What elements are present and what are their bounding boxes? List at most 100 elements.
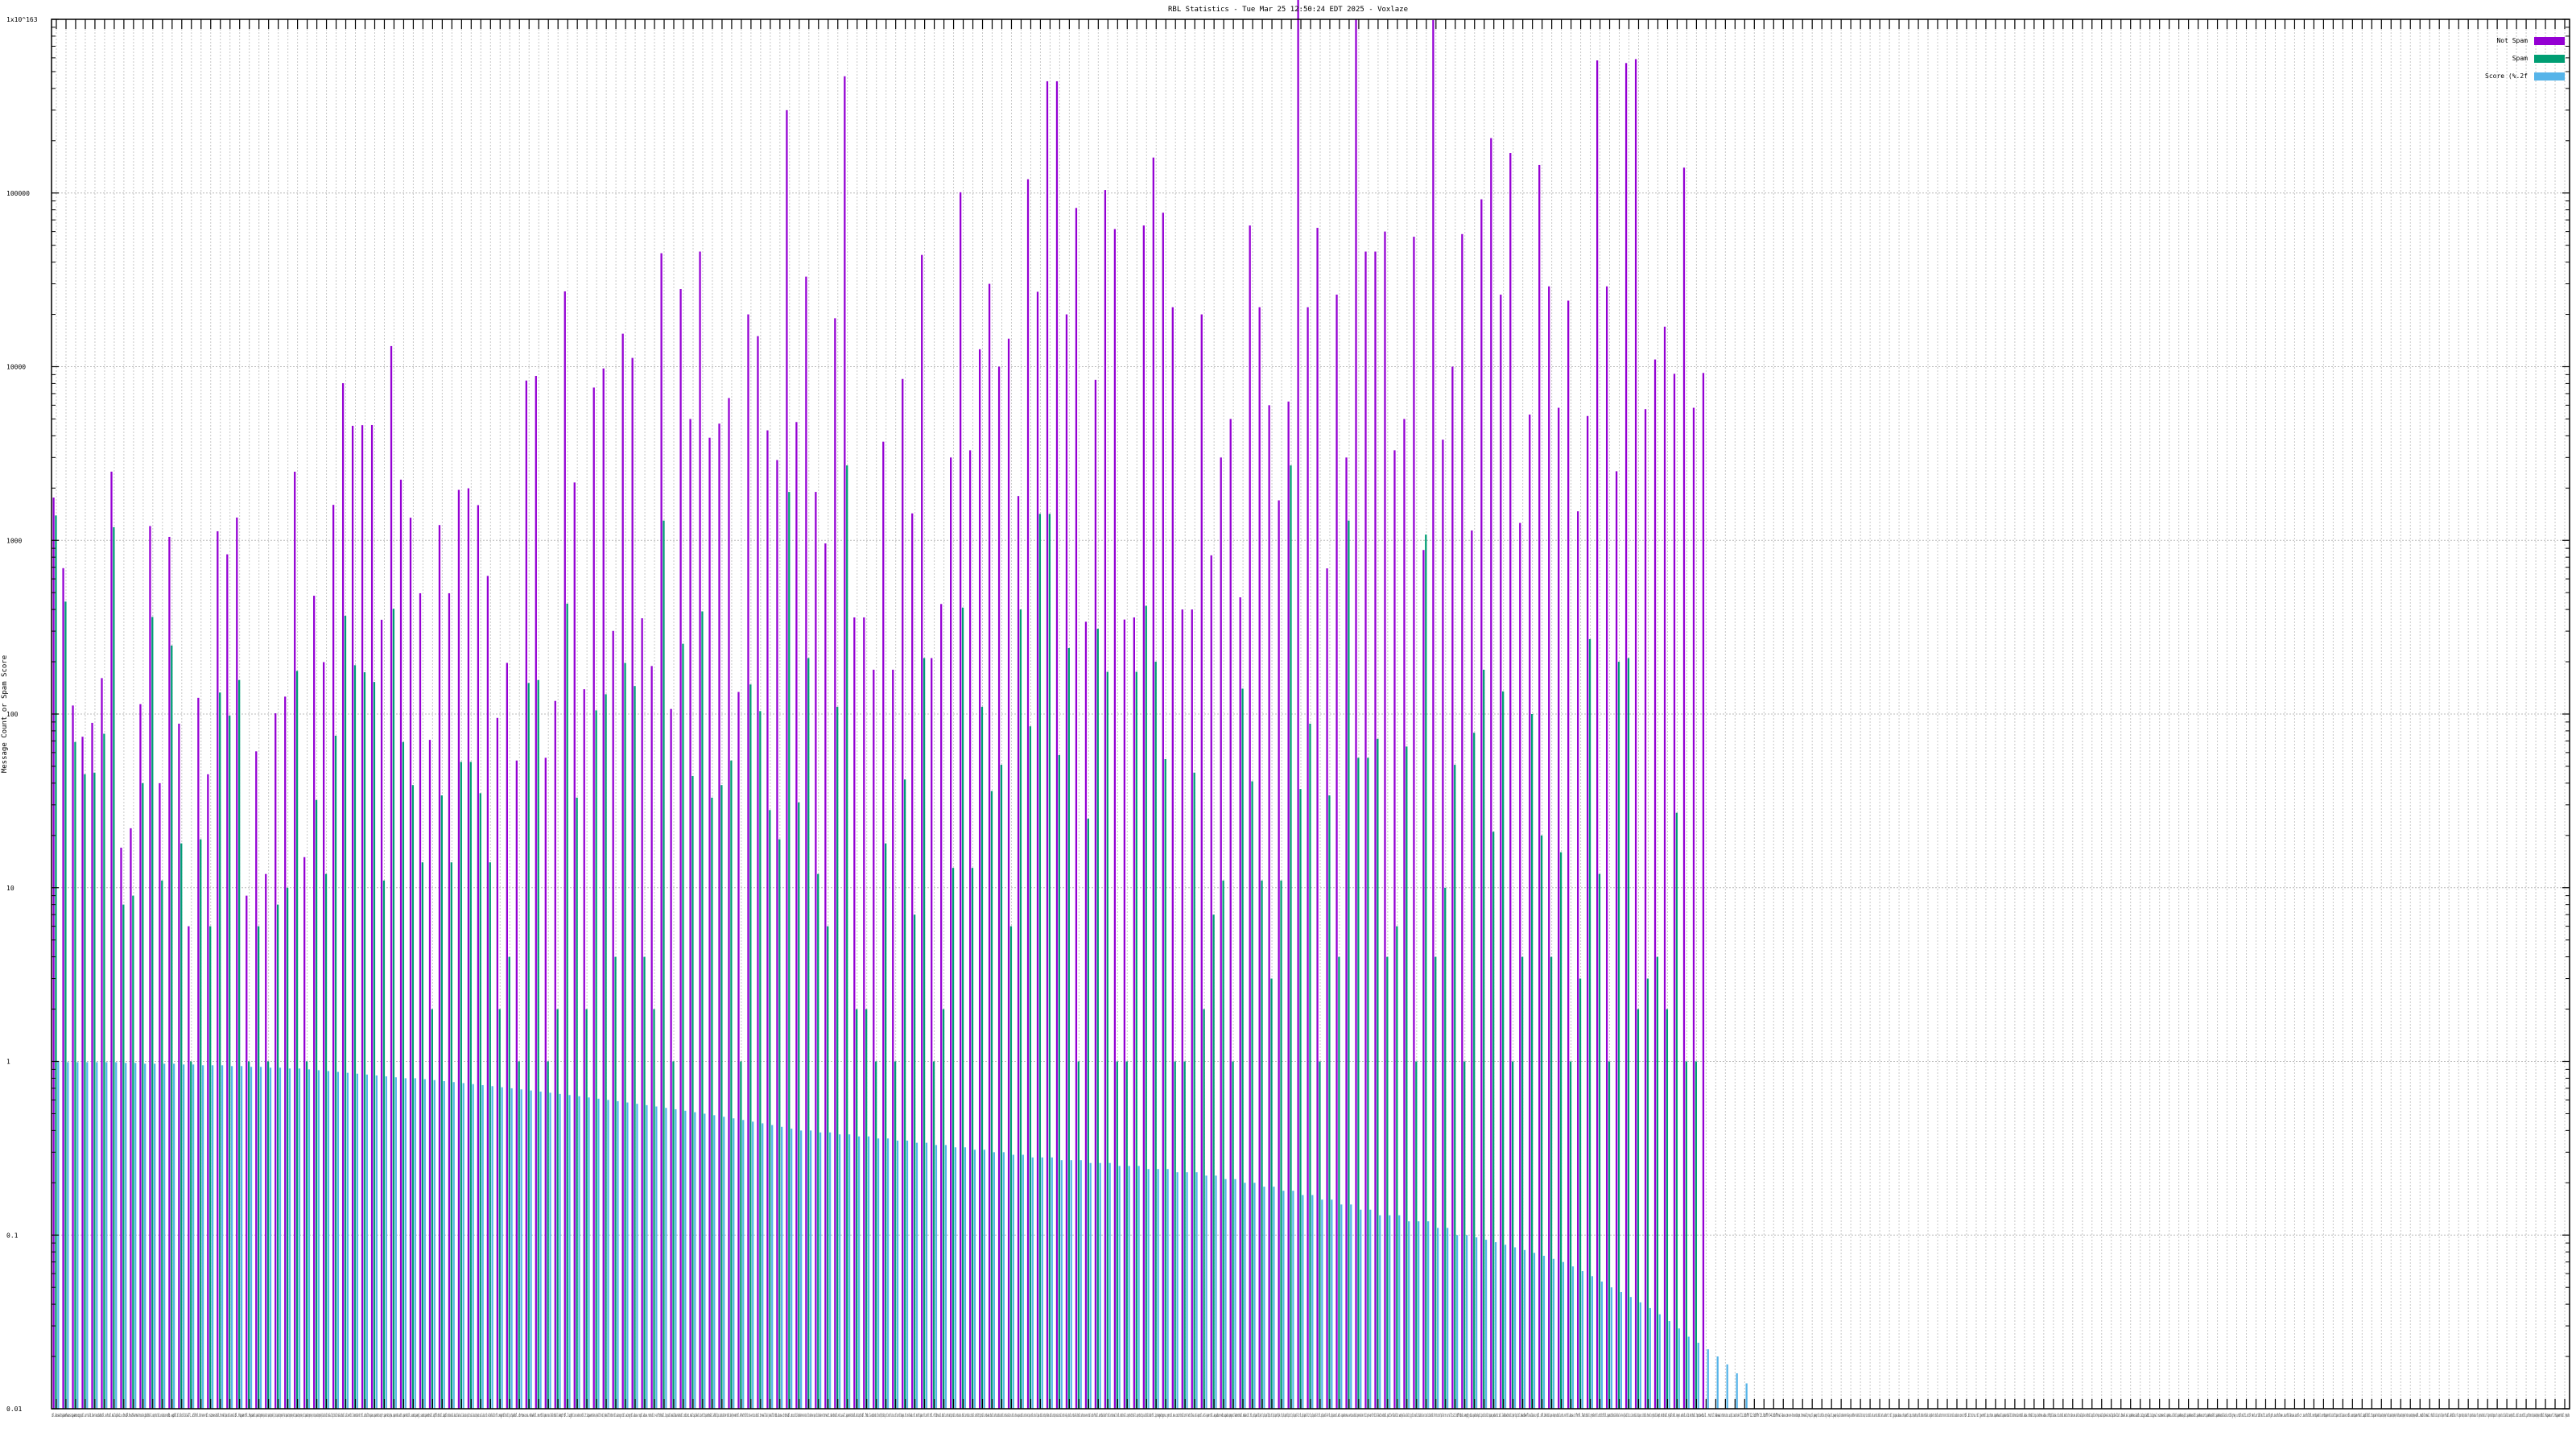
x-tick-label: db.wpbl [167, 1413, 177, 1418]
bar-not-spam [631, 357, 634, 1410]
bar-score-2f [1331, 1199, 1333, 1409]
x-tick-label: bl.score.senderscore [572, 1413, 582, 1418]
x-tick-label: torexit.dan [824, 1413, 833, 1418]
bar-spam [344, 615, 347, 1409]
bar-spam [1203, 1009, 1205, 1409]
bar-spam [161, 880, 163, 1409]
x-tick-label: cr.surbl [2300, 1413, 2310, 1418]
bar-score-2f [510, 1088, 513, 1409]
bar-not-spam [1094, 379, 1097, 1410]
bar-not-spam [303, 857, 306, 1409]
bar-not-spam [1384, 231, 1386, 1409]
x-tick-label: swl.spamhaus [2126, 1413, 2136, 1418]
bar-score-2f [1533, 1253, 1536, 1409]
bar-not-spam [1682, 167, 1686, 1409]
x-tick-label: url.0spam [2550, 1413, 2560, 1418]
bar-spam [305, 1061, 308, 1409]
bar-not-spam [467, 488, 470, 1410]
bar-score-2f [240, 1066, 243, 1409]
bar-score-2f [1418, 1221, 1420, 1409]
bar-score-2f [327, 1071, 330, 1409]
x-tick-label: dnsbl.spfbl [428, 1413, 438, 1418]
bar-spam [402, 741, 405, 1409]
bar-not-spam [332, 505, 335, 1409]
bar-not-spam [1624, 63, 1628, 1410]
bar-not-spam [1577, 511, 1579, 1409]
bar-spam [421, 862, 424, 1409]
bar-spam [392, 609, 395, 1409]
bar-not-spam [679, 289, 682, 1410]
bar-score-2f [182, 1064, 185, 1409]
bar-spam [1164, 759, 1166, 1409]
bar-spam [238, 679, 241, 1409]
y-tick-label: 1 [6, 1059, 10, 1066]
bar-spam [1608, 1061, 1611, 1409]
bar-not-spam [1519, 522, 1521, 1410]
bar-spam [171, 645, 173, 1409]
x-tick-label: bl.konstant [351, 1413, 361, 1418]
bar-not-spam [139, 704, 142, 1409]
bar-spam [334, 735, 337, 1409]
x-tick-label: dul.ru [1701, 1413, 1711, 1418]
bar-spam [961, 607, 964, 1409]
bar-not-spam [573, 482, 576, 1409]
x-tick-label: black.mail.abusix [456, 1413, 466, 1418]
bar-spam [691, 775, 694, 1409]
x-tick-label: pbl.abuse.ro [640, 1413, 650, 1418]
bar-score-2f [1697, 1342, 1699, 1409]
bar-spam [1695, 1061, 1697, 1409]
bar-not-spam [535, 376, 537, 1409]
bar-spam [113, 526, 115, 1410]
bar-score-2f [1166, 1169, 1169, 1409]
x-tick-label: z.mailspike [688, 1413, 698, 1418]
bar-not-spam [110, 471, 113, 1409]
bar-score-2f [568, 1095, 571, 1409]
x-tick-label: ix.dnsbl [119, 1413, 129, 1418]
x-tick-label: bl-h3.rbl.polspam [1315, 1413, 1325, 1418]
x-tick-label: psbl-mirror.surriel [1441, 1413, 1451, 1418]
bar-score-2f [944, 1145, 947, 1409]
x-tick-label: uribl.abuse.ro [2338, 1413, 2347, 1418]
bar-score-2f [404, 1078, 407, 1409]
x-tick-label: iadb2.isipp [2145, 1413, 2155, 1418]
x-tick-label: bl.0spam [235, 1413, 245, 1418]
bar-score-2f [1224, 1179, 1227, 1409]
bar-spam [1435, 956, 1437, 1409]
x-tick-label: dnsbl.tqmcube [1692, 1413, 1702, 1418]
bar-not-spam [226, 554, 229, 1409]
x-tick-label: nomail.rhsbl [2425, 1413, 2434, 1418]
x-tick-label: smtp.dnsbl.sorbs [949, 1413, 959, 1418]
bar-not-spam [931, 658, 933, 1409]
bar-spam [537, 679, 539, 1409]
bar-not-spam [757, 336, 759, 1409]
bar-spam [1396, 926, 1398, 1409]
bar-score-2f [1436, 1228, 1439, 1409]
bar-spam [759, 711, 762, 1409]
bar-score-2f [704, 1113, 706, 1409]
x-tick-label: spam.dnsbl.anonmails [225, 1413, 235, 1418]
bar-not-spam [159, 782, 161, 1409]
x-tick-label: b.barracuda [90, 1413, 100, 1418]
bar-spam [55, 515, 57, 1409]
x-tick-label: uribl.spameatingmonkey [303, 1413, 312, 1418]
bar-spam [103, 733, 105, 1409]
x-tick-label: spam.abuse.ch [1894, 1413, 1904, 1418]
bar-score-2f [915, 1142, 919, 1409]
bar-not-spam [699, 251, 701, 1409]
bar-not-spam [1364, 251, 1367, 1409]
legend-swatch [2534, 37, 2565, 45]
x-tick-label: hil.habeas [1711, 1413, 1720, 1418]
x-tick-label: proxy.bl.gweep [1807, 1413, 1817, 1418]
bar-not-spam [1634, 59, 1637, 1409]
bar-score-2f [549, 1092, 551, 1409]
x-tick-label: dnsbl-2.uceprotect [1122, 1413, 1132, 1418]
bar-spam [200, 839, 202, 1409]
bar-spam [295, 671, 299, 1409]
bar-spam [807, 658, 810, 1409]
bar-spam [229, 715, 231, 1409]
bar-score-2f [1736, 1373, 1738, 1409]
y-tick-label: 1000 [6, 537, 22, 544]
bar-score-2f [597, 1098, 600, 1409]
bar-not-spam [1335, 294, 1338, 1410]
